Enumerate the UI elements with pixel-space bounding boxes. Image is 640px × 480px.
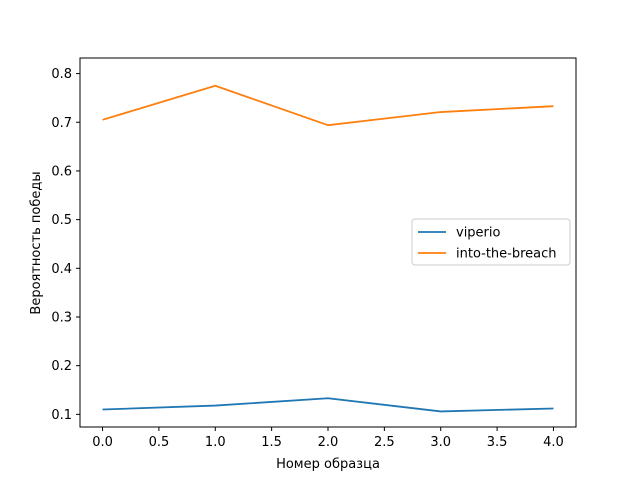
- y-tick-label: 0.3: [51, 310, 72, 325]
- ticks-layer: 0.0 0.5 1.0 1.5 2.0 2.5 3.0 3.5 4.0 0.1 0.2 0.3 0.4 0…: [51, 67, 563, 450]
- x-tick-label: 3.5: [487, 435, 508, 450]
- x-tick-label: 3.0: [430, 435, 451, 450]
- y-axis-label: Вероятность победы: [29, 171, 44, 314]
- x-tick-label: 2.5: [374, 435, 395, 450]
- y-tick-label: 0.4: [51, 262, 72, 277]
- y-tick-label: 0.5: [51, 213, 72, 228]
- series-line-viperio: [102, 397, 554, 413]
- x-tick-label: 0.5: [149, 435, 170, 450]
- legend-label: viperio: [456, 226, 501, 241]
- y-tick-label: 0.2: [51, 359, 72, 374]
- x-tick-label: 0.0: [92, 435, 113, 450]
- series-line-into-the-breach: [102, 84, 554, 127]
- x-tick-label: 2.0: [318, 435, 339, 450]
- legend-box: [411, 218, 571, 266]
- y-tick-label: 0.6: [51, 164, 72, 179]
- y-tick-label: 0.1: [51, 408, 72, 423]
- series-layer: [102, 84, 554, 413]
- x-tick-label: 1.5: [261, 435, 282, 450]
- x-tick-label: 1.0: [205, 435, 226, 450]
- legend: viperio into-the-breach: [411, 218, 571, 266]
- x-axis-label: Номер образца: [276, 457, 380, 472]
- x-tick-label: 4.0: [543, 435, 564, 450]
- legend-label: into-the-breach: [456, 247, 557, 262]
- y-tick-label: 0.7: [51, 116, 72, 131]
- y-tick-label: 0.8: [51, 67, 72, 82]
